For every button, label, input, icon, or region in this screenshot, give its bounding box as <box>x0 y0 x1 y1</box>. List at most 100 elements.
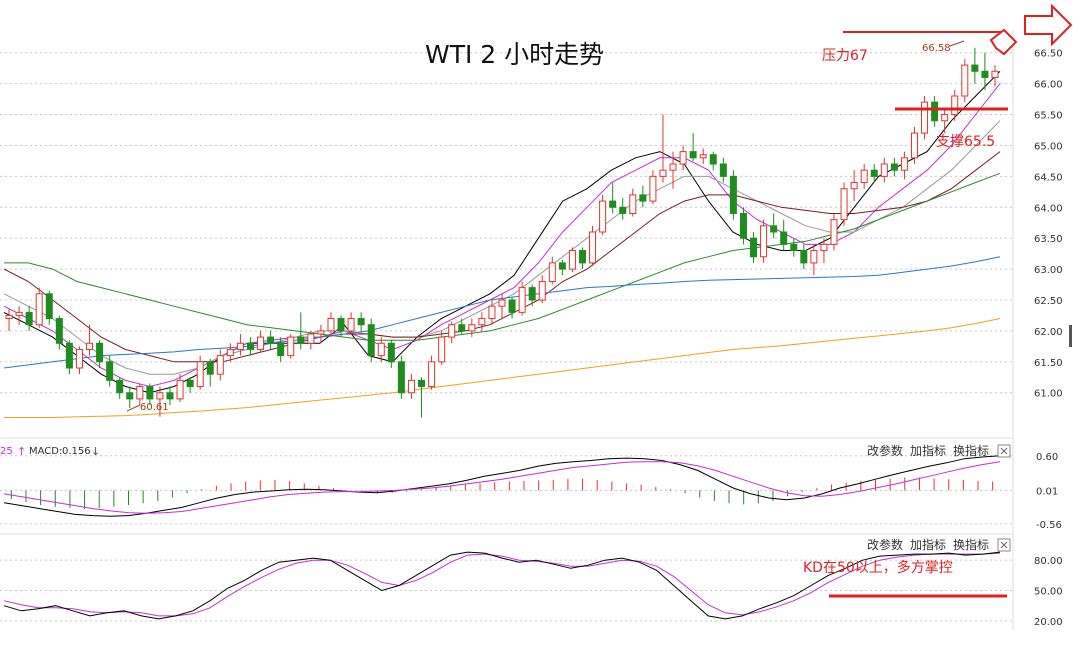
candle-body <box>267 336 275 344</box>
candle-body <box>377 342 385 357</box>
candle-body <box>146 386 154 400</box>
candle-body <box>418 379 426 388</box>
candle-body <box>820 243 828 252</box>
candle-body <box>166 392 174 400</box>
candle-body <box>639 194 647 202</box>
candle-body <box>15 311 23 316</box>
macd-close-icon[interactable] <box>997 444 1011 458</box>
candle-body <box>196 361 204 388</box>
low-marker-label: 60.61 <box>140 402 169 413</box>
moving-average-line-2 <box>3 83 1001 388</box>
candle-body <box>397 361 405 394</box>
macd-down-arrow-icon: ↓ <box>91 445 100 458</box>
candle-body <box>739 212 747 239</box>
candle-body <box>246 342 254 350</box>
candle-body <box>498 299 506 307</box>
candle-body <box>840 188 848 221</box>
kd-close-icon[interactable] <box>997 538 1011 552</box>
price-tick-label: 66.50 <box>1034 49 1063 60</box>
kd-switch-indicator-button[interactable]: 换指标 <box>953 537 989 552</box>
candle-body <box>327 318 335 332</box>
candle-body <box>880 163 888 177</box>
candle-body <box>287 336 295 357</box>
candle-body <box>387 342 395 363</box>
candle-body <box>699 154 707 159</box>
candle-body <box>277 342 285 357</box>
candle-body <box>709 154 717 165</box>
macd-indicator <box>3 455 1001 517</box>
candle-body <box>65 342 73 369</box>
candle-body <box>528 287 536 301</box>
candle-body <box>75 348 83 369</box>
candle-body <box>186 379 194 388</box>
candle-body <box>669 163 677 171</box>
kd-tick-label: 80.00 <box>1034 556 1063 567</box>
candle-body <box>488 305 496 320</box>
macd-gridlines <box>0 455 1013 525</box>
macd-dea-line <box>3 461 1001 514</box>
moving-average-line-3 <box>3 120 1001 375</box>
candle-body <box>810 250 818 264</box>
candle-body <box>236 342 244 350</box>
price-tick-label: 61.00 <box>1034 389 1063 400</box>
kd-tick-label: 50.00 <box>1034 587 1063 598</box>
candle-body <box>55 318 63 344</box>
high-marker-label: 66.58 <box>922 43 951 54</box>
candle-body <box>468 324 476 332</box>
macd-value: 0.156 <box>62 446 91 457</box>
kd-add-indicator-button[interactable]: 加指标 <box>910 537 946 552</box>
price-tick-label: 61.50 <box>1034 358 1063 369</box>
candle-body <box>750 237 758 258</box>
candle-body <box>629 194 637 214</box>
macd-tick-label: 0.01 <box>1036 486 1058 497</box>
price-tick-label: 62.50 <box>1034 296 1063 307</box>
candle-body <box>589 231 597 264</box>
candle-body <box>25 311 33 326</box>
price-tick-label: 63.00 <box>1034 265 1063 276</box>
candle-body <box>860 169 868 184</box>
candle-body <box>800 250 808 264</box>
price-tick-label: 66.00 <box>1034 80 1063 91</box>
price-tick-label: 65.50 <box>1034 111 1063 122</box>
kd-tick-label: 20.00 <box>1034 617 1063 628</box>
candle-body <box>176 379 184 400</box>
candle-body <box>599 200 607 233</box>
candle-body <box>428 361 436 388</box>
macd-add-indicator-button[interactable]: 加指标 <box>910 443 946 458</box>
macd-tick-label: 0.60 <box>1036 452 1058 463</box>
candle-body <box>900 157 908 171</box>
low-marker-arrow <box>126 404 141 412</box>
candle-body <box>206 361 214 375</box>
candle-body <box>448 324 456 338</box>
candle-body <box>951 95 959 116</box>
moving-average-line-7 <box>4 318 1001 418</box>
kd-axis-ticks: 80.00 50.00 20.00 <box>1034 556 1063 628</box>
candle-body <box>136 386 144 400</box>
candle-body <box>508 299 516 313</box>
candle-body <box>578 250 586 264</box>
candle-body <box>307 333 315 344</box>
kd-edit-params-button[interactable]: 改参数 <box>867 537 903 552</box>
candle-body <box>317 330 325 335</box>
support-label: 支撑65.5 <box>936 134 995 150</box>
candle-body <box>961 64 969 97</box>
candle-body <box>548 262 556 282</box>
kd-indicator <box>3 551 1001 620</box>
candle-body <box>760 225 768 258</box>
macd-edit-params-button[interactable]: 改参数 <box>867 443 903 458</box>
chart-title: WTI 2 小时走势 <box>425 40 604 69</box>
candle-body <box>106 361 114 381</box>
moving-average-lines <box>3 70 1001 418</box>
resistance-label: 压力67 <box>822 48 868 64</box>
candle-body <box>850 182 858 190</box>
candle-body <box>568 250 576 270</box>
candle-body <box>156 392 164 400</box>
macd-dif-line <box>3 455 1001 517</box>
macd-switch-indicator-button[interactable]: 换指标 <box>953 443 989 458</box>
candle-body <box>478 318 486 326</box>
price-axis-ticks: 66.50 66.00 65.50 65.00 64.50 64.00 63.50 63.00… <box>1034 49 1063 400</box>
macd-label: MACD: <box>29 446 62 457</box>
scrollbar-handle[interactable] <box>1069 325 1072 347</box>
candle-body <box>981 70 989 78</box>
